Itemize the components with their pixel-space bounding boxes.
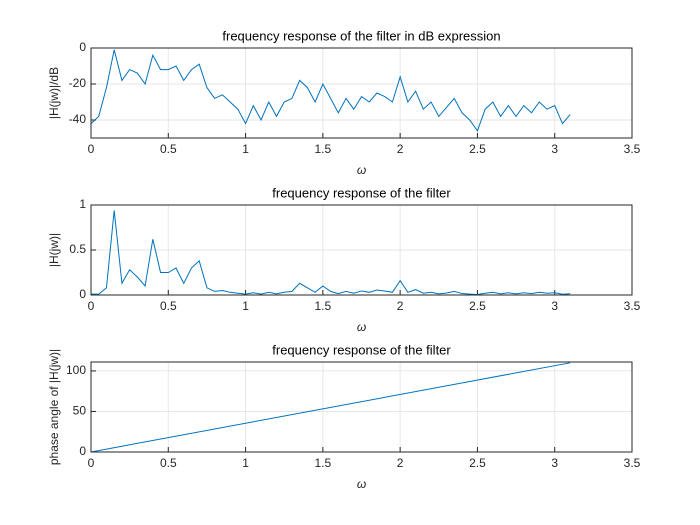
x-tick-label: 0: [88, 299, 95, 313]
y-tick-label: -40: [69, 112, 87, 126]
x-tick-label: 1.5: [315, 142, 332, 156]
y-tick-label: 0.5: [69, 242, 86, 256]
chart-title: frequency response of the filter: [272, 342, 451, 357]
axes-box: [90, 204, 633, 296]
x-tick-label: 0: [88, 456, 95, 470]
y-tick-label: -20: [69, 76, 87, 90]
y-tick-label: 1: [79, 197, 86, 211]
x-tick-label: 1: [242, 456, 249, 470]
plot-area: [91, 362, 632, 452]
x-tick-label: 2.5: [469, 299, 486, 313]
y-tick-label: 0: [79, 40, 86, 54]
x-tick-label: 2.5: [469, 456, 486, 470]
x-tick-label: 2: [397, 456, 404, 470]
x-tick-label: 3.5: [624, 142, 641, 156]
x-tick-label: 1.5: [315, 299, 332, 313]
y-axis-label: phase angle of |H(jw)|: [47, 349, 61, 465]
y-tick-label: 100: [66, 363, 86, 377]
y-tick-label: 0: [79, 287, 86, 301]
axes-box: [90, 361, 633, 453]
x-tick-label: 2: [397, 299, 404, 313]
x-axis-label: ω: [357, 477, 366, 491]
x-tick-label: 0.5: [160, 142, 177, 156]
y-tick-label: 50: [73, 404, 87, 418]
y-tick-label: 0: [79, 444, 86, 458]
x-axis-label: ω: [357, 320, 366, 334]
x-tick-label: 3.5: [624, 299, 641, 313]
chart-title: frequency response of the filter: [272, 185, 451, 200]
y-axis-label: |H(jw)|/dB: [47, 67, 61, 119]
y-axis-label: |H(jw)|: [47, 233, 61, 267]
x-tick-label: 2: [397, 142, 404, 156]
x-tick-label: 1: [242, 142, 249, 156]
x-tick-label: 0.5: [160, 456, 177, 470]
x-tick-label: 2.5: [469, 142, 486, 156]
chart-title: frequency response of the filter in dB e…: [222, 28, 500, 43]
x-tick-label: 3: [551, 142, 558, 156]
x-tick-label: 1.5: [315, 456, 332, 470]
x-tick-label: 0: [88, 142, 95, 156]
plot-area: [91, 48, 632, 138]
x-tick-label: 0.5: [160, 299, 177, 313]
data-line: [90, 49, 571, 132]
x-tick-label: 3: [551, 456, 558, 470]
data-line: [90, 362, 571, 453]
x-tick-label: 1: [242, 299, 249, 313]
x-tick-label: 3.5: [624, 456, 641, 470]
x-axis-label: ω: [357, 163, 366, 177]
x-tick-label: 3: [551, 299, 558, 313]
axes-box: [90, 47, 633, 139]
data-line: [91, 210, 571, 296]
